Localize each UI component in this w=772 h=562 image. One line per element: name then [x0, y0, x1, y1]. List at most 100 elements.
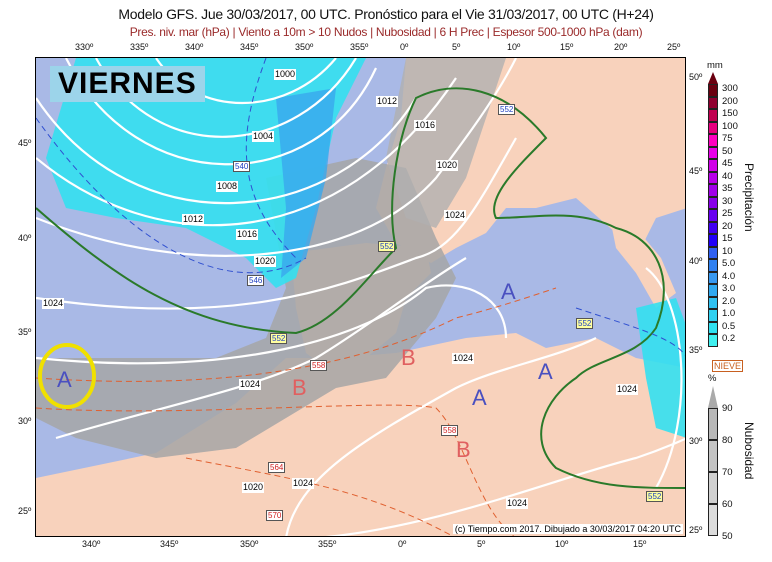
left-lat-label: 30º [18, 416, 32, 426]
precip-title: Precipitación [742, 163, 756, 232]
precip-unit: mm [707, 60, 723, 71]
precip-level-label: 3.0 [722, 283, 736, 294]
precip-level-label: 100 [722, 120, 738, 132]
precip-swatch [708, 271, 718, 284]
left-lat-label: 40º [18, 233, 32, 243]
right-lat-label: 25º [689, 525, 703, 535]
isobar-label: 1004 [252, 131, 275, 142]
precip-level-label: 1.0 [722, 308, 736, 319]
thickness-label: 552 [498, 104, 516, 115]
precip-swatch [708, 159, 718, 172]
left-lat-label: 45º [18, 138, 32, 148]
bottom-lon-label: 10º [555, 539, 569, 549]
thickness-label: 546 [247, 275, 265, 286]
precip-swatch [708, 334, 718, 347]
top-lon-label: 5º [452, 42, 461, 52]
top-lon-label: 20º [614, 42, 628, 52]
pressure-center-high: A [501, 279, 516, 304]
isobar-label: 1016 [414, 120, 437, 131]
top-lon-label: 355º [350, 42, 369, 52]
chart-title: Modelo GFS. Jue 30/03/2017, 00 UTC. Pron… [118, 6, 654, 22]
cloud-title: Nubosidad [742, 422, 756, 480]
thickness-label: 552 [270, 333, 288, 344]
pressure-center-high: A [538, 359, 553, 384]
cloud-swatch [708, 472, 718, 504]
thickness-label: 570 [266, 510, 284, 521]
precip-swatch [708, 171, 718, 184]
precip-swatch [708, 234, 718, 247]
isobar-label: 1024 [444, 210, 467, 221]
precip-level-label: 30 [722, 195, 733, 207]
right-lat-label: 45º [689, 166, 703, 176]
bottom-lon-label: 340º [82, 539, 101, 549]
isobar-label: 1020 [254, 256, 277, 267]
pressure-center-high: A [57, 367, 72, 392]
isobar-label: 1024 [616, 384, 639, 395]
precip-level-label: 50 [722, 145, 733, 157]
precip-swatch [708, 296, 718, 309]
bottom-lon-label: 350º [240, 539, 259, 549]
precip-swatch [708, 146, 718, 159]
precip-swatch [708, 284, 718, 297]
precip-level-label: 35 [722, 183, 733, 194]
thickness-552-line [36, 87, 685, 489]
thickness-label: 552 [576, 318, 594, 329]
top-lon-label: 15º [560, 42, 574, 52]
precip-swatch [708, 121, 718, 134]
precip-swatch [708, 184, 718, 197]
top-lon-label: 335º [130, 42, 149, 52]
isobar-label: 1024 [452, 353, 475, 364]
precip-level-label: 10 [722, 245, 733, 257]
pressure-center-high: A [472, 385, 487, 410]
top-lon-label: 0º [400, 42, 409, 52]
isobar-label: 1012 [182, 214, 205, 225]
left-lat-label: 35º [18, 327, 32, 337]
left-lat-label: 25º [18, 506, 32, 516]
forecast-map: VIERNES 1000 1004 1008 1012 1016 1020 1012 1016… [35, 57, 686, 537]
cloud-swatch [708, 440, 718, 472]
isobar-label: 1024 [42, 298, 65, 309]
top-lon-label: 350º [295, 42, 314, 52]
right-lat-label: 35º [689, 345, 703, 355]
precip-level-label: 150 [722, 108, 738, 119]
precip-level-label: 15 [722, 233, 733, 244]
isobar-label: 1024 [239, 379, 262, 390]
isobar-label: 1008 [216, 181, 239, 192]
precip-level-label: 75 [722, 133, 733, 144]
isobar-label: 1016 [236, 229, 259, 240]
precip-swatch [708, 259, 718, 272]
land-italy [611, 223, 676, 308]
precip-swatch [708, 196, 718, 209]
precip-level-label: 2.0 [722, 295, 736, 307]
precip-swatch [708, 246, 718, 259]
cloud-area-france [386, 58, 506, 228]
top-lon-label: 10º [507, 42, 521, 52]
top-lon-label: 25º [667, 42, 681, 52]
bottom-lon-label: 5º [477, 539, 486, 549]
precip-swatch [708, 309, 718, 322]
precip-swatch [708, 221, 718, 234]
top-lon-label: 345º [240, 42, 259, 52]
thickness-label: 552 [378, 241, 396, 252]
cloud-level-label: 60 [722, 499, 733, 510]
precip-level-label: 40 [722, 170, 733, 182]
isobar-label: 1020 [242, 482, 265, 493]
bottom-lon-label: 15º [633, 539, 647, 549]
bottom-lon-label: 355º [318, 539, 337, 549]
precip-level-label: 5.0 [722, 258, 736, 269]
isobar-label: 1020 [436, 160, 459, 171]
right-lat-label: 30º [689, 436, 703, 446]
thickness-558-564-570-lines [36, 287, 557, 536]
precip-swatch [708, 96, 718, 109]
pressure-center-low: B [401, 345, 416, 370]
cloud-level-label: 70 [722, 467, 733, 478]
right-lat-label: 40º [689, 256, 703, 266]
copyright-text: (c) Tiempo.com 2017. Dibujado a 30/03/20… [452, 524, 683, 534]
precip-level-label: 200 [722, 95, 738, 107]
cloud-unit: % [708, 373, 717, 384]
chart-subtitle: Pres. niv. mar (hPa) | Viento a 10m > 10… [129, 25, 643, 39]
isobar-label: 1000 [274, 69, 297, 80]
highlighted-high-pressure-circle [38, 343, 96, 409]
snow-label: NIEVE [712, 360, 744, 372]
